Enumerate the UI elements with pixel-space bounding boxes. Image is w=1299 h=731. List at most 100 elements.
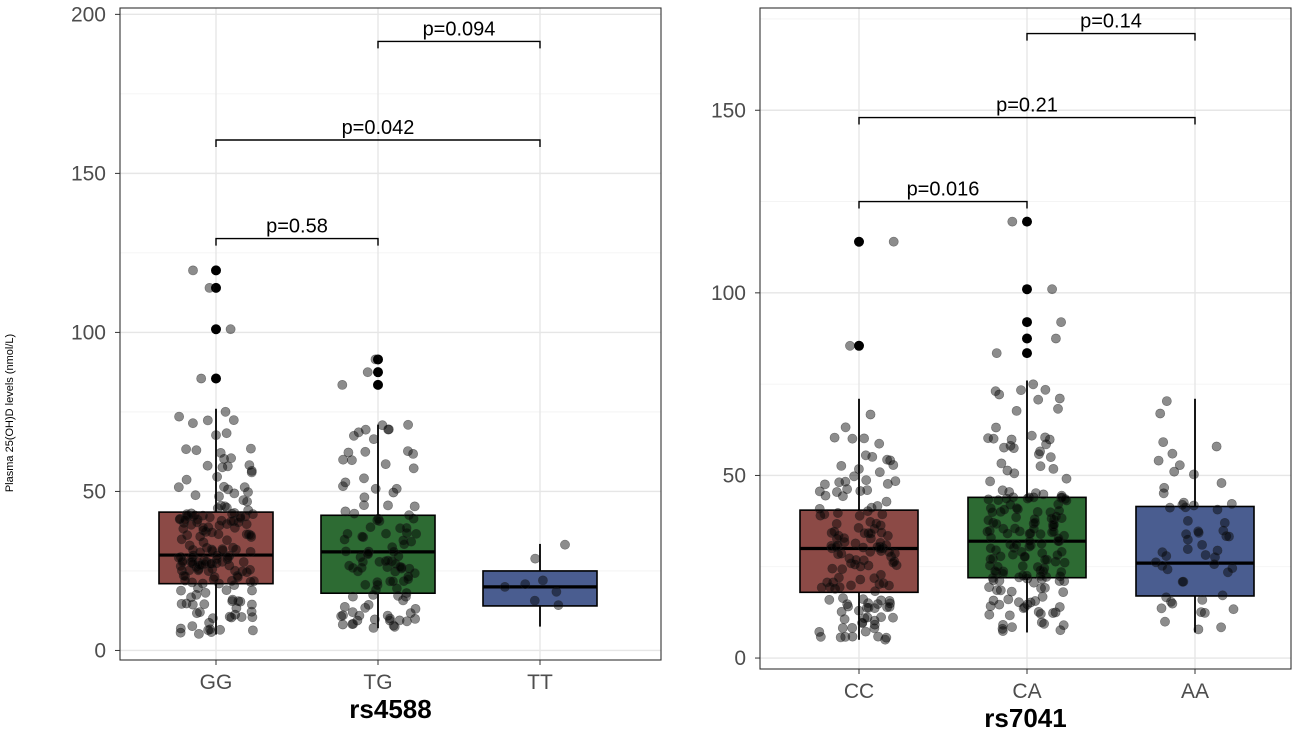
jitter-point (404, 510, 414, 521)
y-tick-label: 0 (734, 647, 746, 670)
jitter-point (1209, 559, 1220, 570)
jitter-point (209, 572, 220, 582)
jitter-point (203, 522, 214, 533)
jitter-point (213, 529, 224, 540)
jitter-point (1216, 478, 1227, 488)
jitter-point (1056, 513, 1067, 523)
jitter-point (245, 443, 256, 454)
jitter-point (1224, 531, 1234, 542)
jitter-point (988, 575, 999, 586)
jitter-point (214, 491, 224, 502)
jitter-point (1035, 609, 1046, 619)
jitter-point (1058, 620, 1069, 631)
jitter-point (229, 488, 240, 499)
jitter-point (877, 509, 888, 520)
jitter-point (815, 631, 826, 642)
jitter-point (195, 531, 206, 542)
jitter-point (247, 625, 258, 636)
jitter-point (872, 501, 883, 511)
p-value-label: p=0.042 (342, 117, 415, 139)
x-tick-label: CA (1012, 680, 1041, 703)
jitter-point (241, 529, 252, 540)
jitter-point (368, 590, 379, 600)
jitter-point (999, 504, 1010, 515)
jitter-point (1181, 529, 1191, 540)
jitter-point (187, 621, 198, 631)
jitter-point (829, 432, 840, 443)
jitter-point (859, 613, 870, 623)
jitter-point (1008, 443, 1019, 453)
jitter-point (1035, 529, 1046, 539)
jitter-point (1199, 608, 1210, 618)
jitter-point (998, 568, 1008, 579)
jitter-point (388, 487, 399, 498)
jitter-point (816, 582, 827, 593)
y-tick-label: 150 (71, 162, 106, 185)
jitter-point (216, 500, 226, 511)
jitter-point (199, 599, 210, 610)
jitter-point (175, 623, 186, 634)
jitter-point (1061, 473, 1072, 484)
plot-frame (759, 7, 1292, 670)
jitter-point (1196, 607, 1206, 617)
jitter-point (1054, 393, 1065, 404)
jitter-point (395, 562, 406, 572)
jitter-point (1017, 561, 1028, 571)
jitter-point (858, 542, 868, 553)
jitter-point (560, 539, 570, 550)
jitter-point (1046, 513, 1057, 524)
jitter-point (1011, 405, 1022, 416)
jitter-point (884, 547, 895, 557)
jitter-point (188, 545, 198, 555)
jitter-point (863, 598, 873, 609)
jitter-point (349, 508, 360, 519)
jitter-point (1157, 561, 1168, 571)
jitter-point (832, 487, 842, 497)
jitter-point (520, 579, 531, 589)
panel-rs7041: p=0.016 p=0.21 p=0.14 0 50 100 150 CC CA AA rs7041 (711, 7, 1292, 731)
y-tick-label: 50 (83, 480, 106, 503)
jitter-point (246, 465, 257, 476)
jitter-point (363, 600, 374, 610)
jitter-point (1219, 518, 1230, 528)
jitter-point (206, 627, 217, 637)
jitter-point (1048, 608, 1058, 618)
jitter-point (405, 608, 416, 618)
jitter-point (384, 615, 395, 626)
jitter-point (174, 514, 185, 525)
jitter-point (1021, 570, 1032, 581)
jitter-point (380, 556, 391, 566)
jitter-point (985, 601, 996, 611)
jitter-point (1177, 576, 1188, 587)
jitter-point (205, 558, 216, 569)
jitter-point (220, 406, 231, 417)
jitter-point (408, 448, 418, 459)
jitter-point (359, 473, 369, 484)
jitter-point (202, 460, 213, 471)
jitter-point (1151, 557, 1161, 568)
jitter-point (866, 533, 876, 544)
jitter-point (388, 576, 398, 587)
jitter-point (837, 564, 848, 574)
jitter-point (888, 460, 899, 470)
jitter-point (182, 530, 193, 540)
jitter-point (190, 490, 201, 501)
jitter-point (408, 463, 419, 474)
jitter-point (1054, 576, 1065, 586)
jitter-point (1167, 448, 1178, 459)
jitter-point (846, 558, 856, 569)
jitter-point (984, 609, 995, 620)
jitter-point (888, 612, 898, 623)
jitter-point (340, 546, 351, 557)
jitter-point (1006, 586, 1017, 597)
jitter-point (875, 543, 886, 554)
p-value-label: p=0.14 (1080, 11, 1142, 33)
jitter-point (212, 471, 222, 482)
jitter-point (393, 590, 403, 601)
jitter-point (342, 528, 353, 539)
jitter-point (370, 354, 381, 365)
jitter-point (833, 530, 844, 541)
jitter-point (1200, 550, 1211, 560)
jitter-point (1227, 563, 1238, 573)
jitter-point (857, 618, 868, 628)
